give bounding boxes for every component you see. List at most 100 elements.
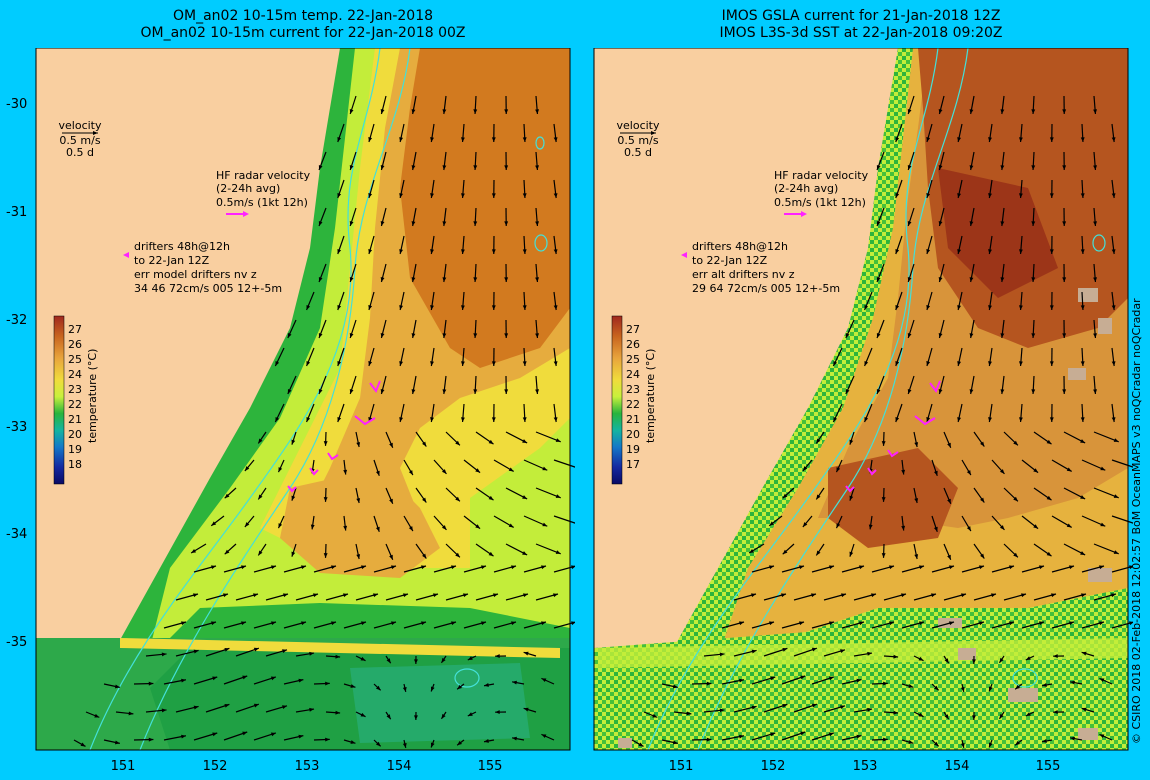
velocity-arrowhead bbox=[386, 714, 391, 720]
velocity-arrowhead bbox=[1099, 678, 1105, 683]
velocity-arrowhead bbox=[380, 389, 385, 394]
velocity-arrowhead bbox=[867, 651, 873, 656]
velocity-arrowhead bbox=[988, 305, 992, 310]
velocity-arrowhead bbox=[1062, 277, 1067, 282]
velocity-arrowhead bbox=[242, 675, 248, 680]
sst-field bbox=[594, 48, 1128, 750]
velocity-arrowhead bbox=[541, 621, 546, 626]
velocity-arrowhead bbox=[876, 333, 881, 338]
velocity-arrowhead bbox=[402, 742, 407, 748]
velocity-arrowhead bbox=[829, 565, 834, 570]
velocity-arrowhead bbox=[800, 731, 806, 736]
velocity-arrowhead bbox=[1080, 361, 1085, 366]
velocity-arrowhead bbox=[988, 361, 992, 366]
velocity-arrowhead bbox=[94, 713, 100, 718]
velocity-arrowhead bbox=[325, 737, 330, 742]
velocity-arrowhead bbox=[193, 705, 199, 710]
velocity-arrow bbox=[553, 459, 575, 468]
velocity-arrowhead bbox=[399, 361, 404, 366]
velocity-arrowhead bbox=[871, 593, 876, 598]
lat-tick-label: -32 bbox=[6, 313, 27, 328]
velocity-arrowhead bbox=[833, 417, 838, 422]
velocity-arrowhead bbox=[212, 732, 218, 737]
velocity-arrowhead bbox=[969, 389, 974, 394]
velocity-arrowhead bbox=[495, 710, 500, 715]
colorbar-tick: 18 bbox=[68, 458, 82, 471]
velocity-arrowhead bbox=[380, 277, 385, 282]
velocity-arrowhead bbox=[488, 439, 494, 445]
velocity-arrowhead bbox=[816, 438, 821, 444]
velocity-arrowhead bbox=[181, 621, 186, 626]
velocity-arrowhead bbox=[467, 656, 473, 660]
velocity-arrowhead bbox=[1046, 551, 1052, 557]
velocity-arrowhead bbox=[491, 361, 496, 366]
velocity-arrowhead bbox=[901, 469, 906, 475]
velocity-arrowhead bbox=[1069, 621, 1074, 626]
velocity-arrowhead bbox=[1080, 305, 1085, 310]
velocity-arrowhead bbox=[475, 468, 481, 473]
velocity-arrowhead bbox=[1042, 739, 1047, 743]
hf-radar-legend: HF radar velocity (2-24h avg) 0.5m/s (1k… bbox=[774, 169, 869, 217]
velocity-arrowhead bbox=[1046, 439, 1052, 445]
velocity-arrowhead bbox=[1025, 656, 1031, 660]
velocity-arrowhead bbox=[389, 554, 393, 560]
velocity-arrowhead bbox=[331, 565, 336, 570]
velocity-arrowhead bbox=[128, 711, 134, 716]
left-panel-title: OM_an02 10-15m temp. 22-Jan-2018 OM_an02… bbox=[36, 8, 570, 42]
velocity-arrowhead bbox=[1111, 193, 1116, 198]
drifter-legend-line: to 22-Jan 12Z bbox=[134, 254, 210, 267]
velocity-arrowhead bbox=[504, 109, 509, 114]
velocity-arrowhead bbox=[969, 165, 974, 170]
velocity-arrowhead bbox=[504, 333, 509, 338]
velocity-arrowhead bbox=[938, 221, 943, 226]
velocity-arrows bbox=[73, 95, 575, 749]
velocity-legend: velocity 0.5 m/s 0.5 d bbox=[59, 119, 102, 159]
velocity-arrowhead bbox=[291, 439, 296, 445]
map-frame bbox=[593, 48, 1129, 751]
lon-tick-label: 151 bbox=[111, 759, 136, 774]
velocity-arrowhead bbox=[318, 389, 323, 394]
lon-tick-label: 154 bbox=[945, 759, 970, 774]
velocity-arrowhead bbox=[1018, 361, 1023, 366]
velocity-arrowhead bbox=[244, 522, 250, 527]
hf-radar-legend: HF radar velocity (2-24h avg) 0.5m/s (1k… bbox=[216, 169, 311, 217]
velocity-arrowhead bbox=[1025, 712, 1031, 716]
velocity-arrowhead bbox=[864, 361, 869, 366]
velocity-arrowhead bbox=[460, 249, 465, 254]
drifter-legend: drifters 48h@12h to 22-Jan 12Z err alt d… bbox=[681, 240, 840, 295]
velocity-arrowhead bbox=[979, 621, 984, 626]
velocity-arrowhead bbox=[325, 681, 330, 686]
velocity-arrowhead bbox=[343, 525, 348, 531]
velocity-arrowhead bbox=[926, 249, 931, 254]
velocity-arrowhead bbox=[343, 593, 348, 598]
velocity-arrowhead bbox=[751, 649, 757, 654]
temperature-colorbar: 27 26 25 24 23 22 21 20 19 17 temperatur… bbox=[611, 315, 657, 485]
velocity-arrowhead bbox=[522, 137, 527, 142]
velocity-arrowhead bbox=[253, 593, 258, 598]
velocity-arrowhead bbox=[368, 305, 373, 310]
velocity-arrowhead bbox=[301, 621, 306, 626]
colorbar-tick: 21 bbox=[68, 413, 82, 426]
velocity-arrowhead bbox=[457, 684, 462, 690]
velocity-arrowhead bbox=[511, 621, 516, 626]
velocity-arrowhead bbox=[323, 553, 328, 558]
velocity-arrowhead bbox=[430, 193, 434, 198]
velocity-arrowhead bbox=[298, 734, 304, 739]
velocity-arrowhead bbox=[224, 549, 230, 555]
velocity-arrowhead bbox=[114, 684, 120, 689]
velocity-arrowhead bbox=[949, 565, 954, 570]
drifter-marker-icon bbox=[681, 252, 687, 258]
velocity-arrowhead bbox=[944, 658, 949, 664]
velocity-arrowhead bbox=[988, 686, 993, 692]
velocity-arrowhead bbox=[488, 551, 494, 557]
velocity-arrowhead bbox=[191, 548, 197, 554]
velocity-arrowhead bbox=[706, 681, 712, 686]
velocity-arrowhead bbox=[918, 712, 924, 717]
velocity-arrowhead bbox=[460, 193, 465, 198]
velocity-arrowhead bbox=[430, 686, 435, 692]
lat-tick-label: -30 bbox=[6, 97, 27, 112]
velocity-arrowhead bbox=[337, 417, 342, 422]
velocity-arrowhead bbox=[1000, 389, 1005, 394]
velocity-arrowhead bbox=[1081, 593, 1086, 598]
velocity-arrowhead bbox=[868, 524, 873, 530]
